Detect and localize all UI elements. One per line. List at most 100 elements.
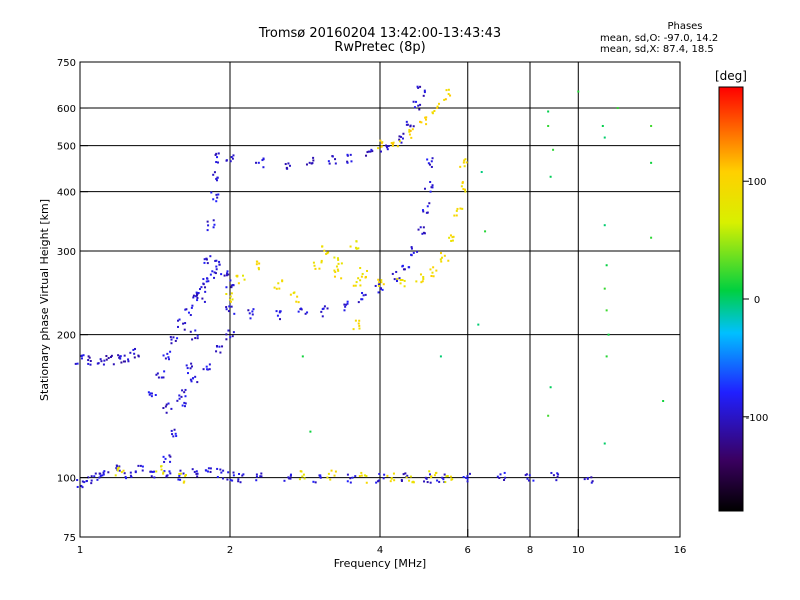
data-point xyxy=(221,477,224,480)
data-point xyxy=(225,159,228,162)
data-point xyxy=(300,307,303,310)
data-point xyxy=(205,469,208,472)
data-point xyxy=(209,255,212,258)
data-point xyxy=(186,372,189,375)
data-point xyxy=(304,312,307,315)
data-point xyxy=(354,246,357,249)
data-point xyxy=(396,277,399,280)
data-point xyxy=(189,330,192,333)
data-point xyxy=(225,293,228,296)
data-point xyxy=(180,395,183,398)
data-point xyxy=(422,94,425,97)
data-point xyxy=(223,274,226,277)
data-point xyxy=(376,480,379,483)
data-point xyxy=(215,350,218,353)
data-point xyxy=(229,295,232,298)
data-point xyxy=(153,470,156,473)
data-point xyxy=(123,360,126,363)
data-point xyxy=(178,394,181,397)
data-point xyxy=(395,280,398,283)
data-point xyxy=(400,141,403,144)
data-point xyxy=(125,477,128,480)
data-point xyxy=(174,432,177,435)
data-point xyxy=(127,358,130,361)
data-point xyxy=(196,293,199,296)
colorbar-tick-label: -100 xyxy=(746,413,769,424)
data-point xyxy=(464,190,467,193)
data-point xyxy=(378,281,381,284)
data-point xyxy=(402,473,405,476)
data-point xyxy=(349,153,352,156)
x-tick-label: 10 xyxy=(572,545,585,556)
data-point xyxy=(181,404,184,407)
data-point xyxy=(319,474,322,477)
data-point xyxy=(189,378,192,381)
data-point xyxy=(182,472,185,475)
data-point xyxy=(99,474,102,477)
data-point xyxy=(358,319,361,322)
data-point xyxy=(178,474,181,477)
y-tick-label: 750 xyxy=(57,58,76,69)
data-point xyxy=(150,392,153,395)
chart-title: Tromsø 20160204 13:42:00-13:43:43 xyxy=(258,26,502,41)
data-point xyxy=(419,273,422,276)
data-point xyxy=(184,322,187,325)
data-point xyxy=(227,310,230,313)
data-point xyxy=(355,240,358,243)
data-point xyxy=(360,298,363,301)
data-point xyxy=(110,354,113,357)
data-point xyxy=(447,259,450,262)
data-point xyxy=(335,265,338,268)
data-point xyxy=(255,260,258,263)
data-point xyxy=(439,258,442,261)
data-point xyxy=(251,313,254,316)
data-point xyxy=(331,155,334,158)
data-point xyxy=(503,471,506,474)
data-point xyxy=(321,245,324,248)
data-point xyxy=(206,220,209,223)
data-point xyxy=(320,261,323,264)
data-point xyxy=(160,376,163,379)
data-point xyxy=(149,392,152,395)
data-point xyxy=(550,471,553,474)
data-point xyxy=(377,283,380,286)
data-point xyxy=(216,467,219,470)
data-point xyxy=(287,162,290,165)
data-point xyxy=(185,308,188,311)
data-point xyxy=(219,468,222,471)
data-point xyxy=(208,363,211,366)
data-point xyxy=(273,286,276,289)
data-point xyxy=(444,481,447,484)
data-point xyxy=(213,223,216,226)
data-point xyxy=(364,275,367,278)
data-point xyxy=(590,481,593,484)
data-point xyxy=(366,269,369,272)
data-point xyxy=(141,465,144,468)
data-point xyxy=(435,269,438,272)
data-point xyxy=(239,481,242,484)
data-point xyxy=(386,148,389,151)
data-point xyxy=(122,469,125,472)
data-point xyxy=(177,319,180,322)
data-point xyxy=(428,470,431,473)
data-point xyxy=(450,239,453,242)
data-point xyxy=(81,480,84,483)
data-point xyxy=(440,260,443,263)
data-point xyxy=(202,368,205,371)
data-point xyxy=(123,354,126,357)
data-point xyxy=(226,270,229,273)
data-point xyxy=(355,281,358,284)
data-point xyxy=(293,291,296,294)
y-tick-label: 200 xyxy=(57,331,76,342)
data-point xyxy=(583,478,586,481)
data-point xyxy=(232,331,235,334)
data-point xyxy=(425,123,428,126)
data-point xyxy=(327,472,330,475)
data-point xyxy=(421,209,424,212)
data-point xyxy=(257,268,260,271)
data-point xyxy=(430,165,433,168)
data-point xyxy=(346,480,349,483)
data-point xyxy=(412,251,415,254)
data-point xyxy=(346,302,349,305)
data-point xyxy=(221,345,224,348)
